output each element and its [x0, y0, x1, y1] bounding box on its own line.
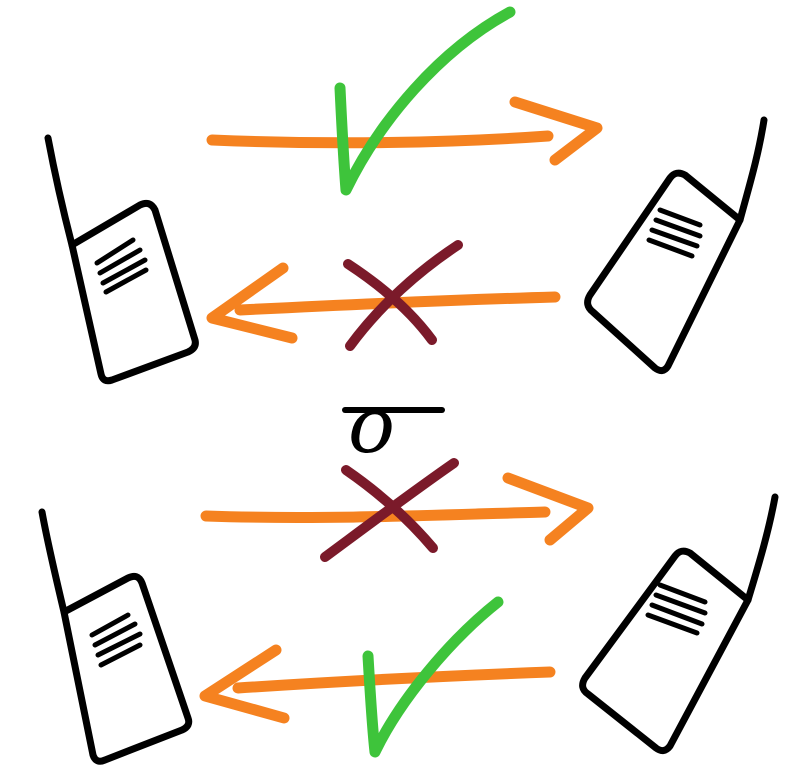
radio-speaker-lines [645, 582, 708, 636]
radio-antenna [744, 493, 779, 604]
cross-stroke [320, 458, 459, 562]
arrow-head [206, 262, 298, 344]
bottom-check-icon [362, 596, 504, 758]
connector-label: o [348, 381, 395, 471]
radio-speaker-lines [94, 237, 149, 295]
radio-body [579, 547, 752, 755]
cross-stroke [345, 240, 463, 351]
arrow-shaft [232, 666, 556, 694]
top-left-radio-icon [44, 134, 199, 385]
top-arrow-left-to-right [206, 96, 603, 166]
radio-speaker-lines [89, 612, 143, 668]
radio-antenna [38, 508, 68, 616]
top-check-icon [334, 6, 516, 196]
radio-body [584, 169, 744, 375]
bottom-arrow-right-to-left [199, 644, 556, 724]
arrow-head [509, 96, 603, 166]
radio-antenna [736, 116, 768, 224]
arrow-head [199, 644, 290, 724]
arrow-shaft [206, 130, 554, 149]
bottom-left-radio-icon [38, 508, 193, 765]
radio-speaker-lines [646, 207, 703, 259]
top-right-radio-icon [584, 116, 768, 375]
bottom-cross-icon [320, 458, 459, 562]
arrow-head [502, 472, 594, 546]
radio-body [68, 199, 199, 385]
bottom-right-radio-icon [579, 493, 779, 755]
radio-body [60, 572, 193, 765]
radio-antenna [44, 134, 76, 249]
top-cross-icon [343, 240, 463, 351]
